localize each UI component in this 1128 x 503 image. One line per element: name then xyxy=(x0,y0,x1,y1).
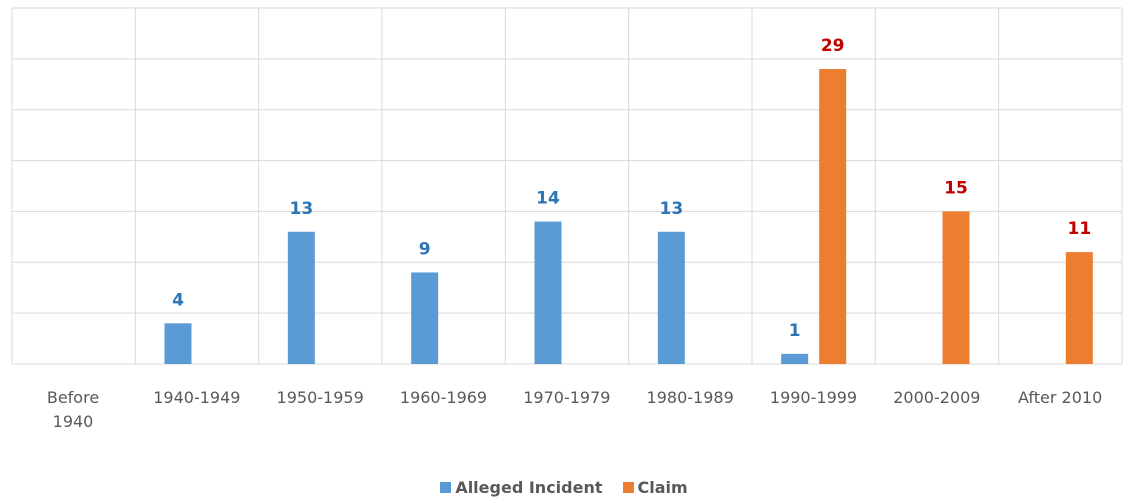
x-tick-label: 1970-1979 xyxy=(523,388,611,407)
legend-swatch xyxy=(440,482,452,493)
x-tick-label: 1950-1959 xyxy=(276,388,364,407)
legend-swatch xyxy=(622,482,634,493)
legend-item: Alleged Incident xyxy=(440,478,603,497)
value-label: 14 xyxy=(536,189,560,209)
x-tick-label: Before 1940 xyxy=(46,388,100,431)
bar xyxy=(287,231,315,364)
bar xyxy=(411,272,439,364)
bar xyxy=(164,323,192,364)
x-tick-label: 1960-1969 xyxy=(399,388,488,407)
bar xyxy=(1065,252,1093,364)
x-tick-label: 1990-1999 xyxy=(769,388,858,407)
x-tick-label: 1980-1989 xyxy=(646,388,734,407)
bar xyxy=(657,231,685,364)
value-label: 9 xyxy=(419,239,431,259)
value-label: 13 xyxy=(289,199,313,219)
x-tick-label: 1940-1949 xyxy=(153,388,241,407)
legend-label: Claim xyxy=(637,478,688,497)
bar xyxy=(781,353,809,364)
value-label: 1 xyxy=(789,321,801,341)
bar xyxy=(819,69,847,365)
legend-label: Alleged Incident xyxy=(455,478,603,497)
legend-item: Claim xyxy=(622,478,688,497)
legend: Alleged Incident Claim xyxy=(0,478,1128,497)
bar xyxy=(534,221,562,364)
x-tick-label: 2000-2009 xyxy=(893,388,981,407)
value-label: 4 xyxy=(172,290,184,310)
value-label: 11 xyxy=(1067,219,1091,239)
value-label: 13 xyxy=(659,199,683,219)
bar xyxy=(942,211,970,364)
value-label: 29 xyxy=(821,36,845,56)
value-label: 15 xyxy=(944,178,968,198)
x-tick-label: After 2010 xyxy=(1018,388,1103,407)
